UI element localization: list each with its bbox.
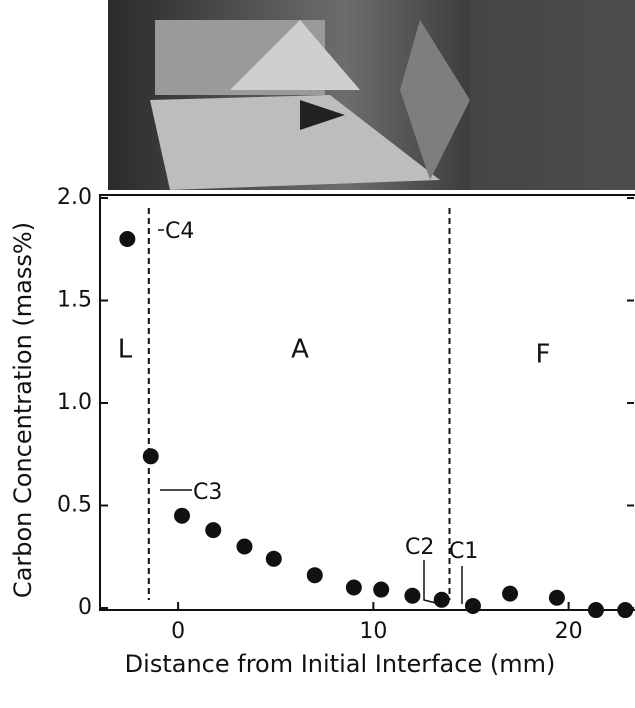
region-label: L — [118, 335, 133, 365]
annotation: C1 — [449, 539, 478, 564]
data-point — [404, 588, 420, 604]
data-point — [549, 590, 565, 606]
data-point — [119, 231, 135, 247]
annotation: C3 — [193, 480, 222, 505]
micrograph — [108, 0, 635, 190]
data-point — [346, 580, 362, 596]
data-point — [502, 586, 518, 602]
data-point — [174, 508, 190, 524]
data-point — [143, 448, 159, 464]
region-label: F — [536, 340, 551, 370]
y-tick-label: 0.5 — [57, 493, 92, 518]
data-point — [266, 551, 282, 567]
data-point — [236, 539, 252, 555]
data-point — [465, 598, 481, 614]
data-point — [307, 567, 323, 583]
data-point — [434, 592, 450, 608]
data-point — [617, 602, 633, 618]
y-tick-label: 1.5 — [57, 288, 92, 313]
x-tick-label: 0 — [171, 619, 185, 644]
region-label: A — [291, 335, 309, 365]
axis-frame — [100, 195, 635, 610]
chart: Distance from Initial Interface (mm) Car… — [0, 0, 635, 708]
y-tick-label: 2.0 — [57, 185, 92, 210]
data-point — [588, 602, 604, 618]
y-tick-label: 1.0 — [57, 390, 92, 415]
data-point — [373, 582, 389, 598]
annotation: C2 — [405, 535, 434, 560]
data-point — [205, 522, 221, 538]
x-axis-title: Distance from Initial Interface (mm) — [125, 650, 556, 678]
annotation: C4 — [165, 219, 194, 244]
x-tick-label: 20 — [555, 619, 583, 644]
x-tick-label: 10 — [359, 619, 387, 644]
y-axis-title: Carbon Concentration (mass%) — [9, 222, 37, 598]
y-tick-label: 0 — [78, 595, 92, 620]
